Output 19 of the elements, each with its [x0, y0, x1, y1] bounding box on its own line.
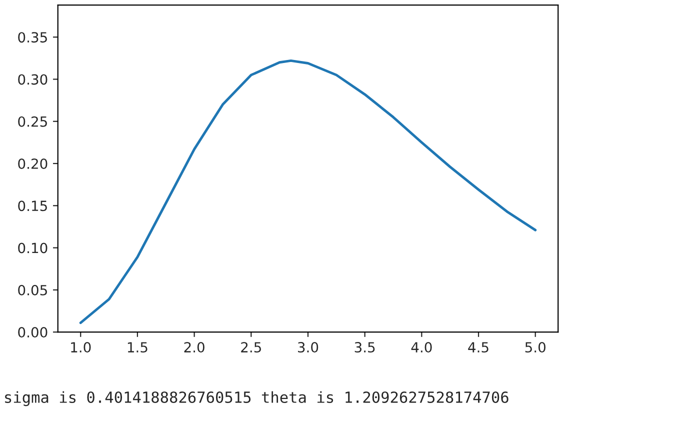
y-tick-label: 0.25 [18, 116, 47, 127]
x-tick-label: 3.5 [354, 342, 375, 353]
y-tick-label: 0.10 [18, 242, 48, 254]
text: sigma is 0.4014188826760515 theta is 1.2092627528174706 [5, 391, 508, 406]
x-tick-label: 3.0 [298, 342, 318, 353]
line-series [79, 59, 537, 324]
x-tick-label: 1.0 [71, 342, 91, 353]
y-tick-label: 0.05 [18, 284, 47, 296]
x-tick-label: 4.5 [468, 342, 488, 353]
x-tick-label: 5.0 [525, 342, 546, 353]
y-tick-label: 0.35 [18, 32, 47, 43]
y-tick-label: 0.20 [18, 158, 48, 169]
x-tick-label: 4.0 [411, 342, 432, 353]
x-tick-label: 1.5 [128, 342, 148, 353]
y-tick-label: 0.00 [18, 327, 48, 338]
y-tick-label: 0.15 [18, 200, 47, 212]
x-tick-label: 2.5 [241, 342, 261, 353]
x-tick-label: 2.0 [184, 342, 204, 353]
y-tick-label: 0.30 [18, 74, 48, 85]
